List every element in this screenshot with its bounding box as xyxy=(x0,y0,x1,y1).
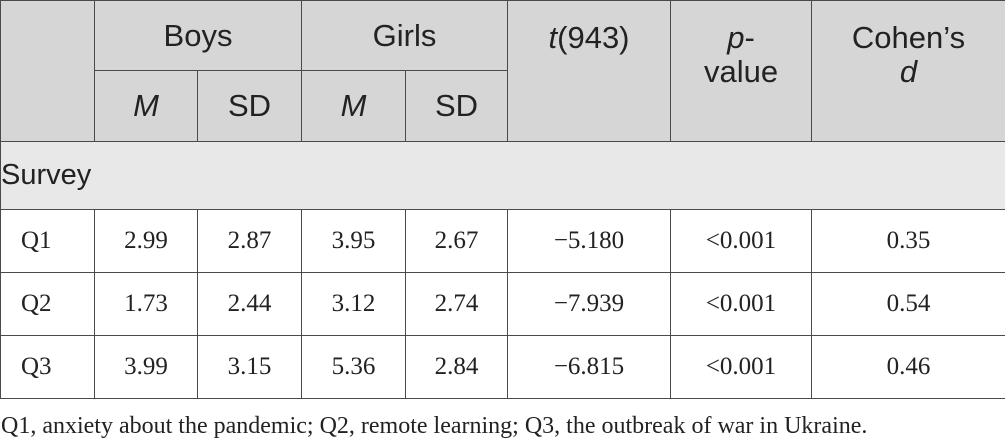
cell-d: 0.54 xyxy=(811,272,1005,336)
cell-girls-m: 5.36 xyxy=(301,335,407,399)
table-row: Q2 1.73 2.44 3.12 2.74 −7.939 <0.001 0.5… xyxy=(0,272,1005,336)
p-hyphen: - xyxy=(744,20,755,55)
header-row-top: Boys Girls t(943) p-value Cohen’s d xyxy=(0,0,1005,142)
cell-girls-sd: 2.74 xyxy=(405,272,509,336)
cell-p: <0.001 xyxy=(670,209,813,273)
cell-d: 0.35 xyxy=(811,209,1005,273)
table-row: Q3 3.99 3.15 5.36 2.84 −6.815 <0.001 0.4… xyxy=(0,335,1005,399)
header-girls-sd: SD xyxy=(405,70,509,142)
header-cohens-d: Cohen’s d xyxy=(811,0,1005,142)
header-boys-m: M xyxy=(94,70,198,142)
cell-boys-sd: 2.87 xyxy=(196,209,303,273)
header-t-statistic: t(943) xyxy=(507,0,672,142)
header-p-value: p-value xyxy=(670,0,813,142)
cell-t: −5.180 xyxy=(507,209,672,273)
cell-p: <0.001 xyxy=(670,272,813,336)
p-symbol: p xyxy=(727,20,745,55)
cell-t: −7.939 xyxy=(507,272,672,336)
header-girls-m: M xyxy=(301,70,407,142)
row-label: Q2 xyxy=(0,272,95,336)
cell-girls-m: 3.95 xyxy=(301,209,407,273)
cell-d: 0.46 xyxy=(811,335,1005,399)
table-footnote: Q1, anxiety about the pandemic; Q2, remo… xyxy=(1,413,868,439)
corner-cell xyxy=(0,0,95,142)
cell-girls-sd: 2.84 xyxy=(405,335,509,399)
cell-boys-m: 2.99 xyxy=(94,209,198,273)
cell-p: <0.001 xyxy=(670,335,813,399)
header-girls: Girls xyxy=(301,0,509,71)
header-boys-sd: SD xyxy=(196,70,303,142)
header-boys: Boys xyxy=(93,0,303,71)
row-label: Q1 xyxy=(0,209,95,273)
cell-girls-m: 3.12 xyxy=(301,272,407,336)
t-symbol: t xyxy=(548,20,558,55)
t-df: (943) xyxy=(557,20,630,55)
statistics-table: Boys Girls t(943) p-value Cohen’s d M SD … xyxy=(0,0,1005,399)
cell-boys-m: 3.99 xyxy=(94,335,198,399)
header-row-sub: M SD M SD xyxy=(1,70,1005,142)
section-label: Survey xyxy=(0,141,1005,210)
cell-boys-m: 1.73 xyxy=(94,272,198,336)
cell-girls-sd: 2.67 xyxy=(405,209,509,273)
cohens-word: Cohen’s xyxy=(851,20,966,55)
p-value-word: value xyxy=(703,54,779,89)
row-label: Q3 xyxy=(0,335,95,399)
section-row: Survey xyxy=(0,141,1005,210)
cell-boys-sd: 2.44 xyxy=(196,272,303,336)
d-symbol: d xyxy=(899,54,918,89)
cell-t: −6.815 xyxy=(507,335,672,399)
table-row: Q1 2.99 2.87 3.95 2.67 −5.180 <0.001 0.3… xyxy=(0,209,1005,273)
cell-boys-sd: 3.15 xyxy=(196,335,303,399)
